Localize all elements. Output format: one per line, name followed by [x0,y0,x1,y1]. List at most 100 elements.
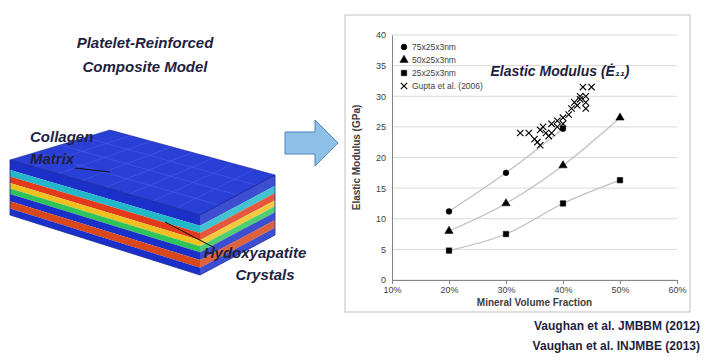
chart-title: Elastic Modulus (Ė₁₁) [491,63,630,79]
x-axis-line [393,281,678,285]
data-point [580,84,586,90]
grid-line [392,157,677,158]
data-point [446,248,451,253]
tick-mark [506,280,507,284]
data-point [583,93,589,99]
data-point [503,170,509,176]
figure: Platelet-ReinforcedComposite ModelCollag… [0,0,711,360]
data-point [537,142,543,148]
data-point [559,161,567,168]
legend-symbol [401,83,407,89]
grid-line [392,249,677,250]
arrow [285,120,338,166]
tick-label: 30 [376,92,386,102]
data-point [554,118,560,124]
grid-line [392,96,677,97]
legend-symbol [400,55,408,62]
tick: 30 [376,92,392,102]
legend-label: 75x25x3nm [412,42,456,52]
tick-label: 10% [383,285,401,295]
data-point [577,96,583,102]
data-point [445,226,453,233]
data-point [560,126,566,132]
legend-symbol [401,70,406,75]
tick: 10 [376,214,392,224]
grid [392,35,677,280]
data-point [517,130,523,136]
tick-label: 0 [381,275,386,285]
model-title: Composite Model [82,58,208,75]
tick-label: 20% [440,285,458,295]
tick: 15 [376,184,392,194]
data-point [560,201,565,206]
tick: 30% [497,280,515,295]
pointer-line [75,168,110,172]
tick-mark [677,280,678,284]
data-point [583,99,589,105]
data-point [574,102,580,108]
legend-label: Gupta et al. (2006) [412,81,483,91]
data-point [446,209,452,215]
tick-label: 5 [381,245,386,255]
block-front-layer [10,194,200,260]
tick: 5 [381,245,392,255]
x-axis-title: Mineral Volume Fraction [477,297,592,308]
y-axis-title: Elastic Modulus (GPa) [351,105,362,211]
data-point [554,124,560,130]
tick-label: 35 [376,61,386,71]
tick: 40 [376,30,392,40]
model-title: Platelet-Reinforced [77,34,215,51]
data-point [560,114,566,120]
x-axis: 10% 20% 30% 40% 50% 60% [383,280,686,295]
block-front-layer [10,208,200,275]
y-axis: 0 5 10 15 20 25 30 35 40 [376,30,393,285]
data-point [560,121,566,127]
tick-label: 25 [376,122,386,132]
trend-line [449,129,563,212]
chart-frame [345,15,690,312]
grid-line [392,188,677,189]
tick-label: 40 [376,30,386,40]
tick-label: 20 [376,153,386,163]
tick-mark [620,280,621,284]
tick-mark [563,280,564,284]
pointer-label: Hydoxyapatite [204,244,307,261]
data-point [616,113,624,120]
tick-label: 50% [611,285,629,295]
data-point [617,177,622,182]
grid-line [392,126,677,127]
data-point [568,105,574,111]
model-diagram: Platelet-ReinforcedComposite ModelCollag… [10,34,306,283]
reference: Vaughan et al. INJMBE (2013) [533,339,700,353]
tick: 20 [376,153,392,163]
tick: 10% [383,280,401,295]
pointer-label: Matrix [30,150,75,167]
reference: Vaughan et al. JMBBM (2012) [534,319,700,333]
data-point [588,84,594,90]
data-point [540,124,546,130]
trend-line [449,118,620,231]
plot-area [445,84,624,253]
data-point [548,130,554,136]
tick-mark [392,280,393,284]
tick: 50% [611,280,629,295]
mesh-line [85,138,256,186]
tick-label: 15 [376,184,386,194]
tick: 40% [554,280,572,295]
data-point [548,121,554,127]
tick-label: 40% [554,285,572,295]
tick-label: 10 [376,214,386,224]
data-point [502,199,510,206]
trend-line [449,180,620,250]
y-axis-line [392,36,393,281]
tick-label: 30% [497,285,515,295]
pointer-label: Crystals [235,266,294,283]
tick: 60% [668,280,686,295]
tick: 25 [376,122,392,132]
legend-symbol [401,44,407,50]
legend: 75x25x3nm50x25x3nm25x25x3nmGupta et al. … [400,42,483,91]
data-point [566,111,572,117]
data-point [503,231,508,236]
data-point [577,93,583,99]
tick: 0 [381,275,392,285]
